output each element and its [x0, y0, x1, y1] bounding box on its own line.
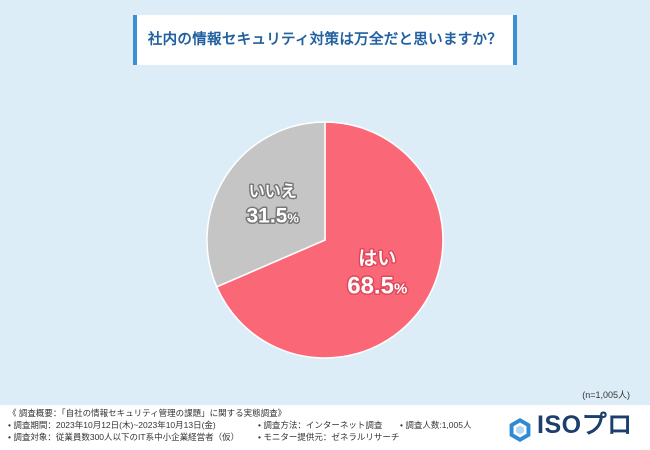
pie-labels: はい 68.5% いいえ 31.5%: [245, 181, 409, 301]
pie-slice-no: [206, 121, 326, 288]
chart-title: 社内の情報セキュリティ対策は万全だと思いますか？: [147, 32, 503, 48]
pie-chart: はい 68.5% いいえ 31.5%: [206, 121, 444, 359]
title-box: 社内の情報セキュリティ対策は万全だと思いますか？: [133, 15, 517, 65]
survey-period: • 調査期間：2023年10月12日(木)~2023年10月13日(金): [8, 420, 216, 430]
pie-label-yes-value: 68.5: [347, 272, 394, 299]
hexagon-logo-icon: [509, 418, 531, 442]
title-accent-right: [513, 15, 517, 65]
survey-method: • 調査方法：インターネット調査: [258, 420, 383, 430]
pie-slices: [206, 121, 444, 359]
survey-target: • 調査対象：従業員数300人以下のIT系中小企業経営者（仮）: [8, 432, 240, 442]
pie-label-no-category: いいえ: [249, 183, 297, 201]
pie-label-yes-percent: 68.5%: [347, 272, 407, 299]
survey-monitor: • モニター提供元：ゼネラルリサーチ: [258, 432, 400, 442]
pie-label-no-percent: 31.5%: [247, 205, 300, 228]
sample-size-note: (n=1,005人): [582, 390, 630, 400]
pie-label-yes-category: はい: [358, 248, 396, 269]
title-accent-left: [133, 15, 137, 65]
pie-label-no-unit: %: [287, 211, 299, 226]
survey-footer: 《 調査概要：「自社の情報セキュリティ管理の課題」に関する実態調査》 • 調査期…: [0, 405, 650, 450]
survey-count: • 調査人数:1,005人: [400, 420, 472, 430]
chart-panel: 社内の情報セキュリティ対策は万全だと思いますか？ はい 68.5% いいえ 31.5%…: [133, 15, 630, 400]
survey-summary: 《 調査概要：「自社の情報セキュリティ管理の課題」に関する実態調査》: [8, 408, 287, 418]
pie-label-no-value: 31.5: [247, 205, 288, 228]
pie-label-yes-unit: %: [394, 280, 407, 297]
pie-slice-yes: [215, 121, 444, 359]
logo-text: ISOプロ: [537, 411, 633, 439]
